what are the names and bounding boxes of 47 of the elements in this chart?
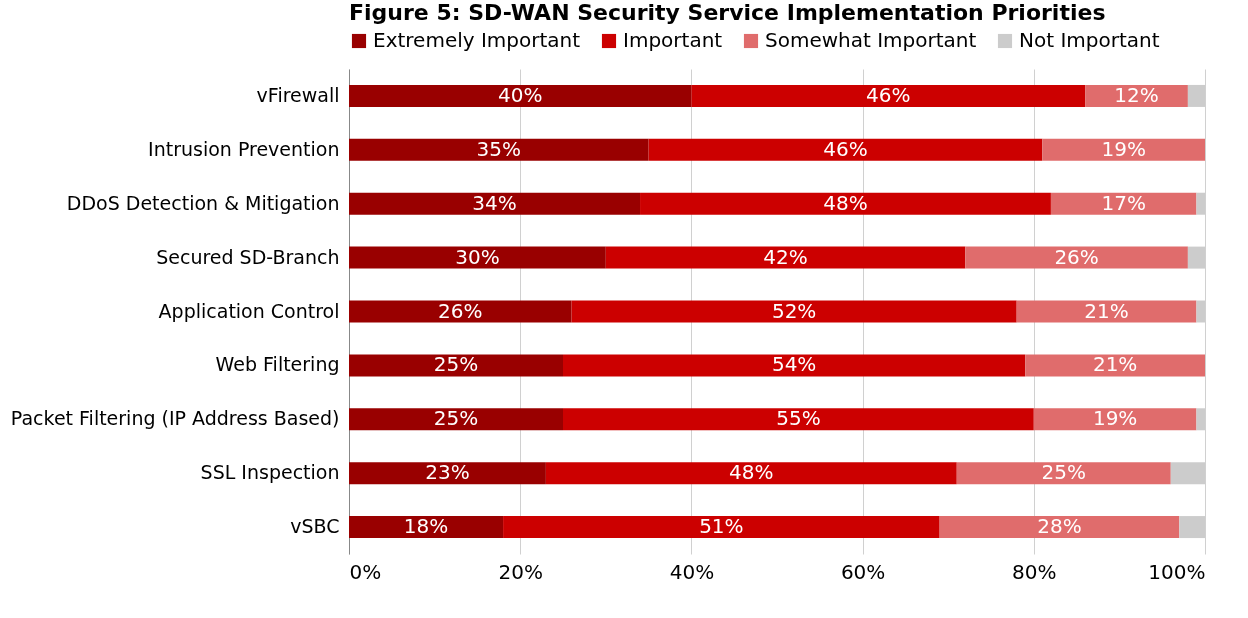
data-label: 19%: [1092, 406, 1138, 431]
data-label: 48%: [823, 190, 868, 215]
x-tick-label: 40%: [669, 559, 715, 584]
data-label: 28%: [1037, 514, 1082, 539]
x-tick-label: 60%: [840, 559, 886, 584]
data-label: 19%: [1101, 136, 1146, 161]
y-tick-label: vFirewall: [256, 83, 340, 106]
data-label: 34%: [472, 190, 517, 215]
legend-label: Somewhat Important: [765, 28, 977, 52]
data-label: 46%: [823, 136, 868, 161]
data-label: 42%: [763, 244, 808, 269]
legend-label: Not Important: [1019, 28, 1160, 52]
data-label: 25%: [1041, 460, 1086, 485]
data-label: 17%: [1101, 190, 1146, 215]
data-label: 12%: [1114, 82, 1159, 107]
data-label: 30%: [455, 244, 500, 269]
data-label: 55%: [776, 406, 821, 431]
data-label: 35%: [476, 136, 522, 161]
data-label: 25%: [433, 406, 479, 431]
data-label: 21%: [1084, 298, 1129, 323]
y-tick-label: Application Control: [158, 299, 340, 322]
legend-label: Important: [623, 28, 723, 52]
x-tick-label: 20%: [498, 559, 543, 584]
x-tick-label: 80%: [1012, 559, 1057, 584]
y-tick-label: DDoS Detection & Mitigation: [66, 191, 340, 214]
data-label: 40%: [497, 82, 543, 107]
data-label: 46%: [866, 82, 911, 107]
x-tick-label: 100%: [1148, 559, 1206, 584]
y-tick-label: SSL Inspection: [200, 461, 340, 484]
data-label: 26%: [1054, 244, 1099, 269]
data-label: 54%: [771, 352, 817, 377]
data-label: 21%: [1092, 352, 1138, 377]
data-label: 51%: [699, 514, 744, 539]
data-label: 48%: [729, 460, 774, 485]
data-label: 23%: [425, 460, 470, 485]
y-tick-label: Web Filtering: [215, 353, 340, 376]
data-label: 18%: [403, 514, 449, 539]
y-tick-label: Packet Filtering (IP Address Based): [10, 407, 340, 430]
data-label: 25%: [433, 352, 479, 377]
data-label: 52%: [771, 298, 817, 323]
legend-label: Extremely Important: [373, 28, 581, 52]
x-tick-label: 0%: [349, 559, 382, 584]
y-tick-label: Secured SD-Branch: [156, 245, 340, 268]
chart-title: Figure 5: SD-WAN Security Service Implementation Priorities: [349, 0, 1106, 25]
y-tick-label: vSBC: [290, 515, 340, 538]
data-label: 26%: [438, 298, 483, 323]
y-tick-label: Intrusion Prevention: [148, 137, 340, 160]
